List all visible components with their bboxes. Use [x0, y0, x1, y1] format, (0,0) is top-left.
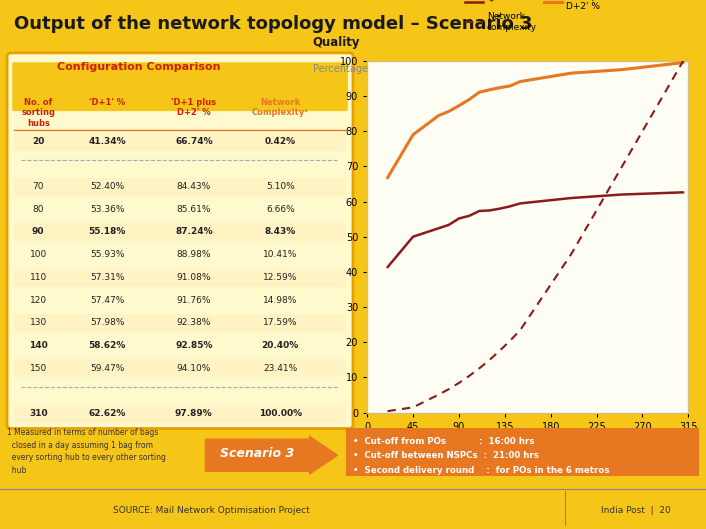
Text: 57.98%: 57.98%	[90, 318, 125, 327]
Text: 14.98%: 14.98%	[263, 296, 297, 305]
Legend: '*, Network
complexity, 'D+1 plus
D+2' %: '*, Network complexity, 'D+1 plus D+2' %	[462, 0, 614, 35]
Text: 57.47%: 57.47%	[90, 296, 124, 305]
Text: 52.40%: 52.40%	[90, 182, 124, 191]
Text: Network
Complexity¹: Network Complexity¹	[252, 98, 309, 117]
FancyBboxPatch shape	[14, 133, 346, 151]
Text: Scenario 3: Scenario 3	[220, 447, 294, 460]
Text: 53.36%: 53.36%	[90, 205, 125, 214]
Text: 85.61%: 85.61%	[176, 205, 211, 214]
X-axis label: No. of NSPCs: No. of NSPCs	[489, 436, 566, 446]
Text: 0.42%: 0.42%	[265, 136, 296, 145]
Text: Quality: Quality	[313, 36, 360, 49]
Text: 12.59%: 12.59%	[263, 273, 297, 282]
Text: 92.38%: 92.38%	[176, 318, 211, 327]
Text: 100.00%: 100.00%	[259, 409, 302, 418]
FancyBboxPatch shape	[14, 200, 346, 218]
Text: 1 Measured in terms of number of bags
  closed in a day assuming 1 bag from
  ev: 1 Measured in terms of number of bags cl…	[7, 428, 166, 475]
FancyBboxPatch shape	[14, 291, 346, 309]
Text: 17.59%: 17.59%	[263, 318, 298, 327]
Text: SOURCE: Mail Network Optimisation Project: SOURCE: Mail Network Optimisation Projec…	[114, 506, 310, 515]
Text: •  Cut-off between NSPCs  :  21:00 hrs: • Cut-off between NSPCs : 21:00 hrs	[353, 451, 539, 460]
FancyBboxPatch shape	[14, 246, 346, 264]
Text: 20.40%: 20.40%	[262, 341, 299, 350]
Text: 80: 80	[32, 205, 44, 214]
Text: 41.34%: 41.34%	[88, 136, 126, 145]
Text: 8.43%: 8.43%	[265, 227, 296, 236]
FancyBboxPatch shape	[7, 53, 353, 428]
Text: 84.43%: 84.43%	[176, 182, 211, 191]
Text: 5.10%: 5.10%	[266, 182, 294, 191]
Text: 20: 20	[32, 136, 44, 145]
Text: Output of the network topology model – Scenario 3: Output of the network topology model – S…	[14, 15, 532, 33]
Text: 55.93%: 55.93%	[90, 250, 125, 259]
Text: India Post  |  20: India Post | 20	[601, 506, 670, 515]
Text: 91.76%: 91.76%	[176, 296, 211, 305]
Text: 58.62%: 58.62%	[89, 341, 126, 350]
Text: 23.41%: 23.41%	[263, 363, 297, 372]
FancyBboxPatch shape	[14, 337, 346, 355]
Text: 6.66%: 6.66%	[266, 205, 294, 214]
FancyBboxPatch shape	[14, 314, 346, 332]
FancyArrow shape	[205, 436, 337, 474]
FancyBboxPatch shape	[14, 269, 346, 287]
Text: 70: 70	[32, 182, 44, 191]
FancyBboxPatch shape	[12, 62, 348, 111]
FancyBboxPatch shape	[14, 178, 346, 196]
FancyBboxPatch shape	[14, 223, 346, 241]
Text: 120: 120	[30, 296, 47, 305]
Text: 91.08%: 91.08%	[176, 273, 211, 282]
Text: 310: 310	[29, 409, 47, 418]
Text: 'D+1 plus
D+2' %: 'D+1 plus D+2' %	[172, 98, 217, 117]
Text: 97.89%: 97.89%	[175, 409, 213, 418]
Text: 140: 140	[29, 341, 47, 350]
Text: 57.31%: 57.31%	[90, 273, 125, 282]
Text: •  Cut-off from POs           :  16:00 hrs: • Cut-off from POs : 16:00 hrs	[353, 437, 534, 446]
Text: 55.18%: 55.18%	[89, 227, 126, 236]
Text: 88.98%: 88.98%	[176, 250, 211, 259]
Text: 'D+1' %: 'D+1' %	[90, 98, 126, 107]
Text: 150: 150	[30, 363, 47, 372]
Text: 110: 110	[30, 273, 47, 282]
Text: 94.10%: 94.10%	[176, 363, 211, 372]
Text: 130: 130	[30, 318, 47, 327]
Text: Percentage: Percentage	[313, 65, 368, 75]
Text: 10.41%: 10.41%	[263, 250, 297, 259]
Text: No. of
sorting
hubs: No. of sorting hubs	[21, 98, 55, 128]
Text: 100: 100	[30, 250, 47, 259]
FancyBboxPatch shape	[14, 359, 346, 378]
Text: 87.24%: 87.24%	[175, 227, 213, 236]
Text: 92.85%: 92.85%	[175, 341, 213, 350]
Text: •  Second delivery round    :  for POs in the 6 metros: • Second delivery round : for POs in the…	[353, 466, 609, 475]
Text: 59.47%: 59.47%	[90, 363, 124, 372]
Text: 90: 90	[32, 227, 44, 236]
FancyBboxPatch shape	[346, 428, 699, 476]
Text: 62.62%: 62.62%	[89, 409, 126, 418]
Text: Configuration Comparison: Configuration Comparison	[56, 62, 220, 72]
FancyBboxPatch shape	[14, 405, 346, 423]
Text: 66.74%: 66.74%	[175, 136, 213, 145]
